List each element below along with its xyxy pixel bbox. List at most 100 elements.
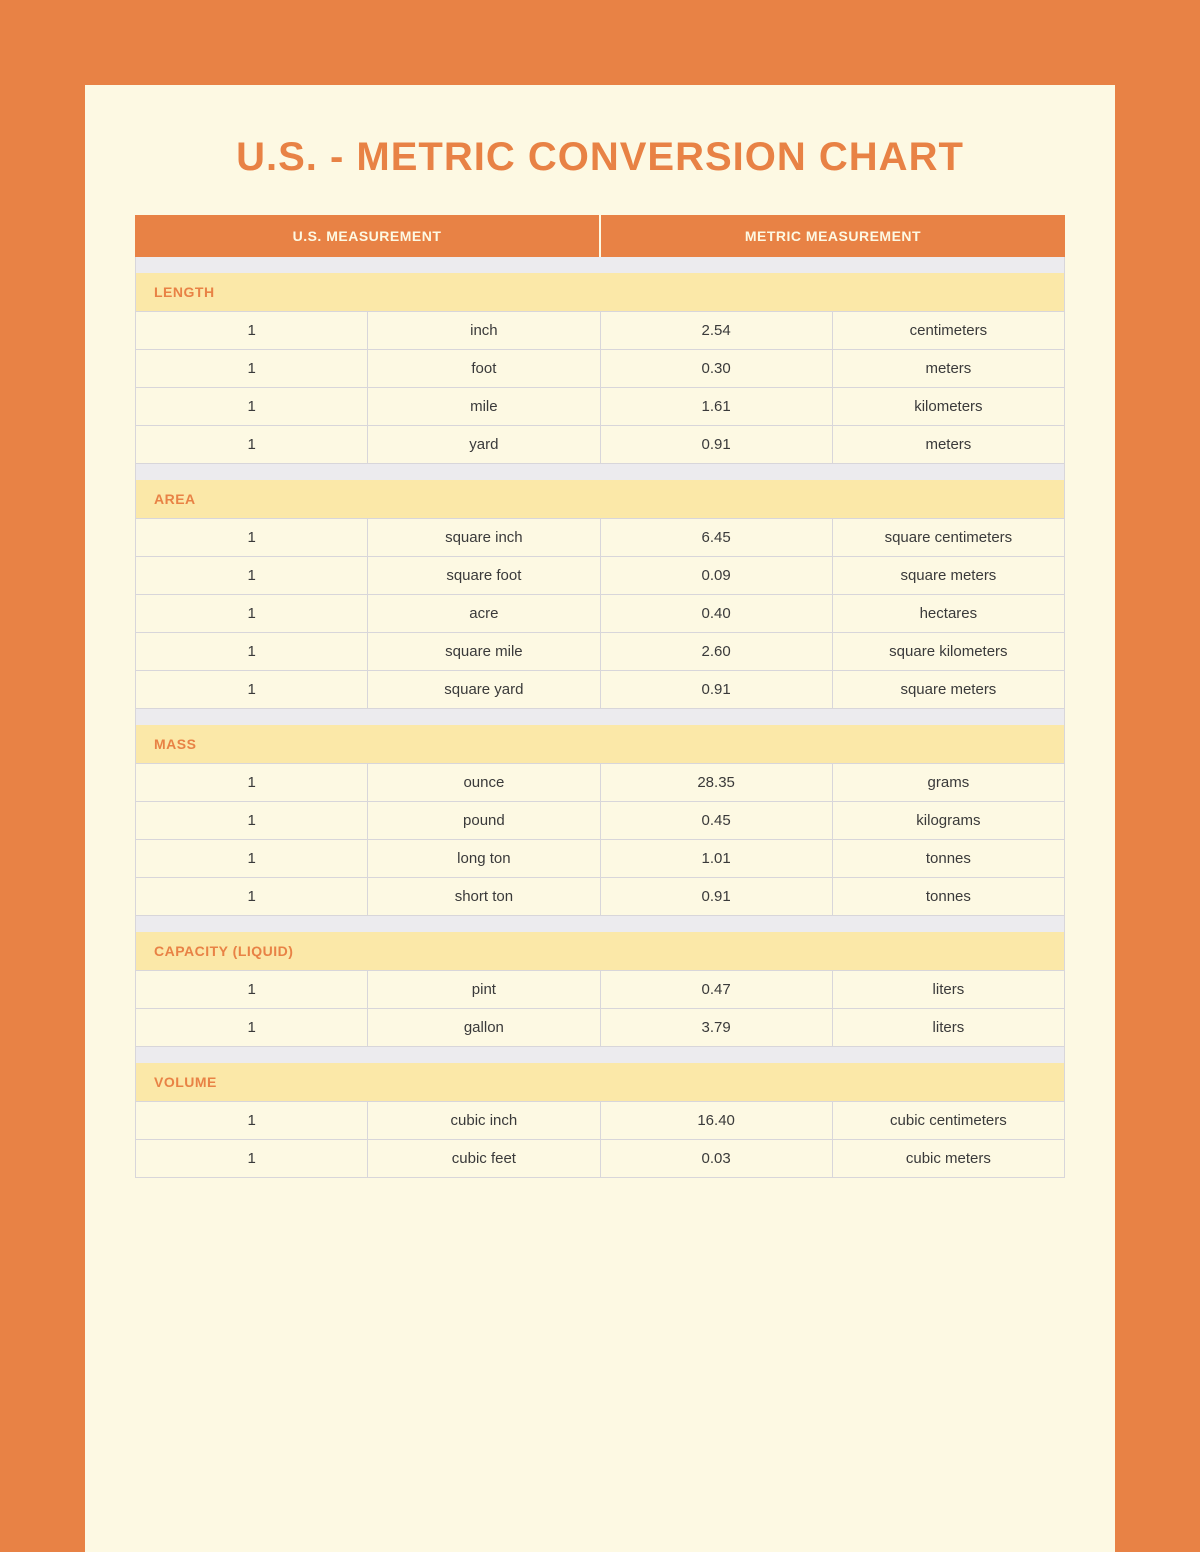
us-unit: square yard bbox=[368, 671, 600, 708]
section-title: CAPACITY (LIQUID) bbox=[135, 932, 1065, 971]
table-row: 1mile1.61kilometers bbox=[135, 388, 1065, 426]
table-row: 1yard0.91meters bbox=[135, 426, 1065, 464]
us-unit: short ton bbox=[368, 878, 600, 915]
metric-qty: 2.54 bbox=[601, 312, 833, 349]
metric-unit: cubic meters bbox=[833, 1140, 1064, 1177]
metric-qty: 0.91 bbox=[601, 426, 833, 463]
table-header: U.S. MEASUREMENT METRIC MEASUREMENT bbox=[135, 215, 1065, 257]
us-unit: acre bbox=[368, 595, 600, 632]
table-row: 1long ton1.01tonnes bbox=[135, 840, 1065, 878]
metric-unit: hectares bbox=[833, 595, 1064, 632]
table-row: 1square foot0.09square meters bbox=[135, 557, 1065, 595]
section-title: LENGTH bbox=[135, 273, 1065, 312]
us-unit: cubic inch bbox=[368, 1102, 600, 1139]
section-spacer bbox=[135, 916, 1065, 932]
us-qty: 1 bbox=[136, 1140, 368, 1177]
us-unit: gallon bbox=[368, 1009, 600, 1046]
metric-qty: 28.35 bbox=[601, 764, 833, 801]
section-title: MASS bbox=[135, 725, 1065, 764]
us-unit: square foot bbox=[368, 557, 600, 594]
us-qty: 1 bbox=[136, 350, 368, 387]
metric-unit: square kilometers bbox=[833, 633, 1064, 670]
metric-unit: liters bbox=[833, 971, 1064, 1008]
section-spacer bbox=[135, 1047, 1065, 1063]
metric-unit: square centimeters bbox=[833, 519, 1064, 556]
section-spacer bbox=[135, 464, 1065, 480]
us-unit: cubic feet bbox=[368, 1140, 600, 1177]
us-qty: 1 bbox=[136, 426, 368, 463]
us-unit: foot bbox=[368, 350, 600, 387]
metric-qty: 0.09 bbox=[601, 557, 833, 594]
us-qty: 1 bbox=[136, 557, 368, 594]
table-row: 1gallon3.79liters bbox=[135, 1009, 1065, 1047]
header-us: U.S. MEASUREMENT bbox=[135, 215, 601, 257]
us-unit: pint bbox=[368, 971, 600, 1008]
us-unit: square mile bbox=[368, 633, 600, 670]
us-unit: mile bbox=[368, 388, 600, 425]
metric-qty: 0.30 bbox=[601, 350, 833, 387]
us-qty: 1 bbox=[136, 840, 368, 877]
us-qty: 1 bbox=[136, 1102, 368, 1139]
header-metric: METRIC MEASUREMENT bbox=[601, 215, 1065, 257]
section-title: VOLUME bbox=[135, 1063, 1065, 1102]
metric-unit: tonnes bbox=[833, 878, 1064, 915]
section-spacer bbox=[135, 709, 1065, 725]
us-unit: long ton bbox=[368, 840, 600, 877]
table-row: 1ounce28.35grams bbox=[135, 764, 1065, 802]
us-qty: 1 bbox=[136, 633, 368, 670]
conversion-card: U.S. - METRIC CONVERSION CHART U.S. MEAS… bbox=[85, 85, 1115, 1552]
us-qty: 1 bbox=[136, 312, 368, 349]
metric-qty: 0.91 bbox=[601, 671, 833, 708]
us-qty: 1 bbox=[136, 764, 368, 801]
metric-unit: liters bbox=[833, 1009, 1064, 1046]
metric-unit: meters bbox=[833, 350, 1064, 387]
metric-qty: 0.40 bbox=[601, 595, 833, 632]
table-row: 1foot0.30meters bbox=[135, 350, 1065, 388]
metric-unit: centimeters bbox=[833, 312, 1064, 349]
us-unit: inch bbox=[368, 312, 600, 349]
table-row: 1cubic feet0.03cubic meters bbox=[135, 1140, 1065, 1178]
table-row: 1square mile2.60square kilometers bbox=[135, 633, 1065, 671]
metric-unit: square meters bbox=[833, 671, 1064, 708]
page-title: U.S. - METRIC CONVERSION CHART bbox=[135, 135, 1065, 180]
metric-qty: 2.60 bbox=[601, 633, 833, 670]
section-spacer bbox=[135, 257, 1065, 273]
metric-qty: 0.47 bbox=[601, 971, 833, 1008]
table-row: 1cubic inch16.40cubic centimeters bbox=[135, 1102, 1065, 1140]
table-row: 1short ton0.91tonnes bbox=[135, 878, 1065, 916]
metric-unit: square meters bbox=[833, 557, 1064, 594]
metric-qty: 1.61 bbox=[601, 388, 833, 425]
us-qty: 1 bbox=[136, 878, 368, 915]
us-qty: 1 bbox=[136, 519, 368, 556]
conversion-table: U.S. MEASUREMENT METRIC MEASUREMENT LENG… bbox=[135, 215, 1065, 1178]
metric-qty: 16.40 bbox=[601, 1102, 833, 1139]
us-qty: 1 bbox=[136, 1009, 368, 1046]
metric-unit: grams bbox=[833, 764, 1064, 801]
us-qty: 1 bbox=[136, 595, 368, 632]
metric-unit: meters bbox=[833, 426, 1064, 463]
us-qty: 1 bbox=[136, 671, 368, 708]
us-qty: 1 bbox=[136, 388, 368, 425]
metric-unit: kilometers bbox=[833, 388, 1064, 425]
table-row: 1square yard0.91square meters bbox=[135, 671, 1065, 709]
table-row: 1acre0.40hectares bbox=[135, 595, 1065, 633]
section-title: AREA bbox=[135, 480, 1065, 519]
table-row: 1square inch6.45square centimeters bbox=[135, 519, 1065, 557]
us-unit: ounce bbox=[368, 764, 600, 801]
metric-qty: 6.45 bbox=[601, 519, 833, 556]
us-unit: yard bbox=[368, 426, 600, 463]
us-qty: 1 bbox=[136, 971, 368, 1008]
metric-unit: tonnes bbox=[833, 840, 1064, 877]
table-row: 1pint0.47liters bbox=[135, 971, 1065, 1009]
metric-qty: 0.91 bbox=[601, 878, 833, 915]
metric-unit: cubic centimeters bbox=[833, 1102, 1064, 1139]
us-unit: square inch bbox=[368, 519, 600, 556]
us-unit: pound bbox=[368, 802, 600, 839]
metric-qty: 0.45 bbox=[601, 802, 833, 839]
us-qty: 1 bbox=[136, 802, 368, 839]
metric-unit: kilograms bbox=[833, 802, 1064, 839]
table-row: 1pound0.45kilograms bbox=[135, 802, 1065, 840]
metric-qty: 1.01 bbox=[601, 840, 833, 877]
metric-qty: 0.03 bbox=[601, 1140, 833, 1177]
table-row: 1inch2.54centimeters bbox=[135, 312, 1065, 350]
